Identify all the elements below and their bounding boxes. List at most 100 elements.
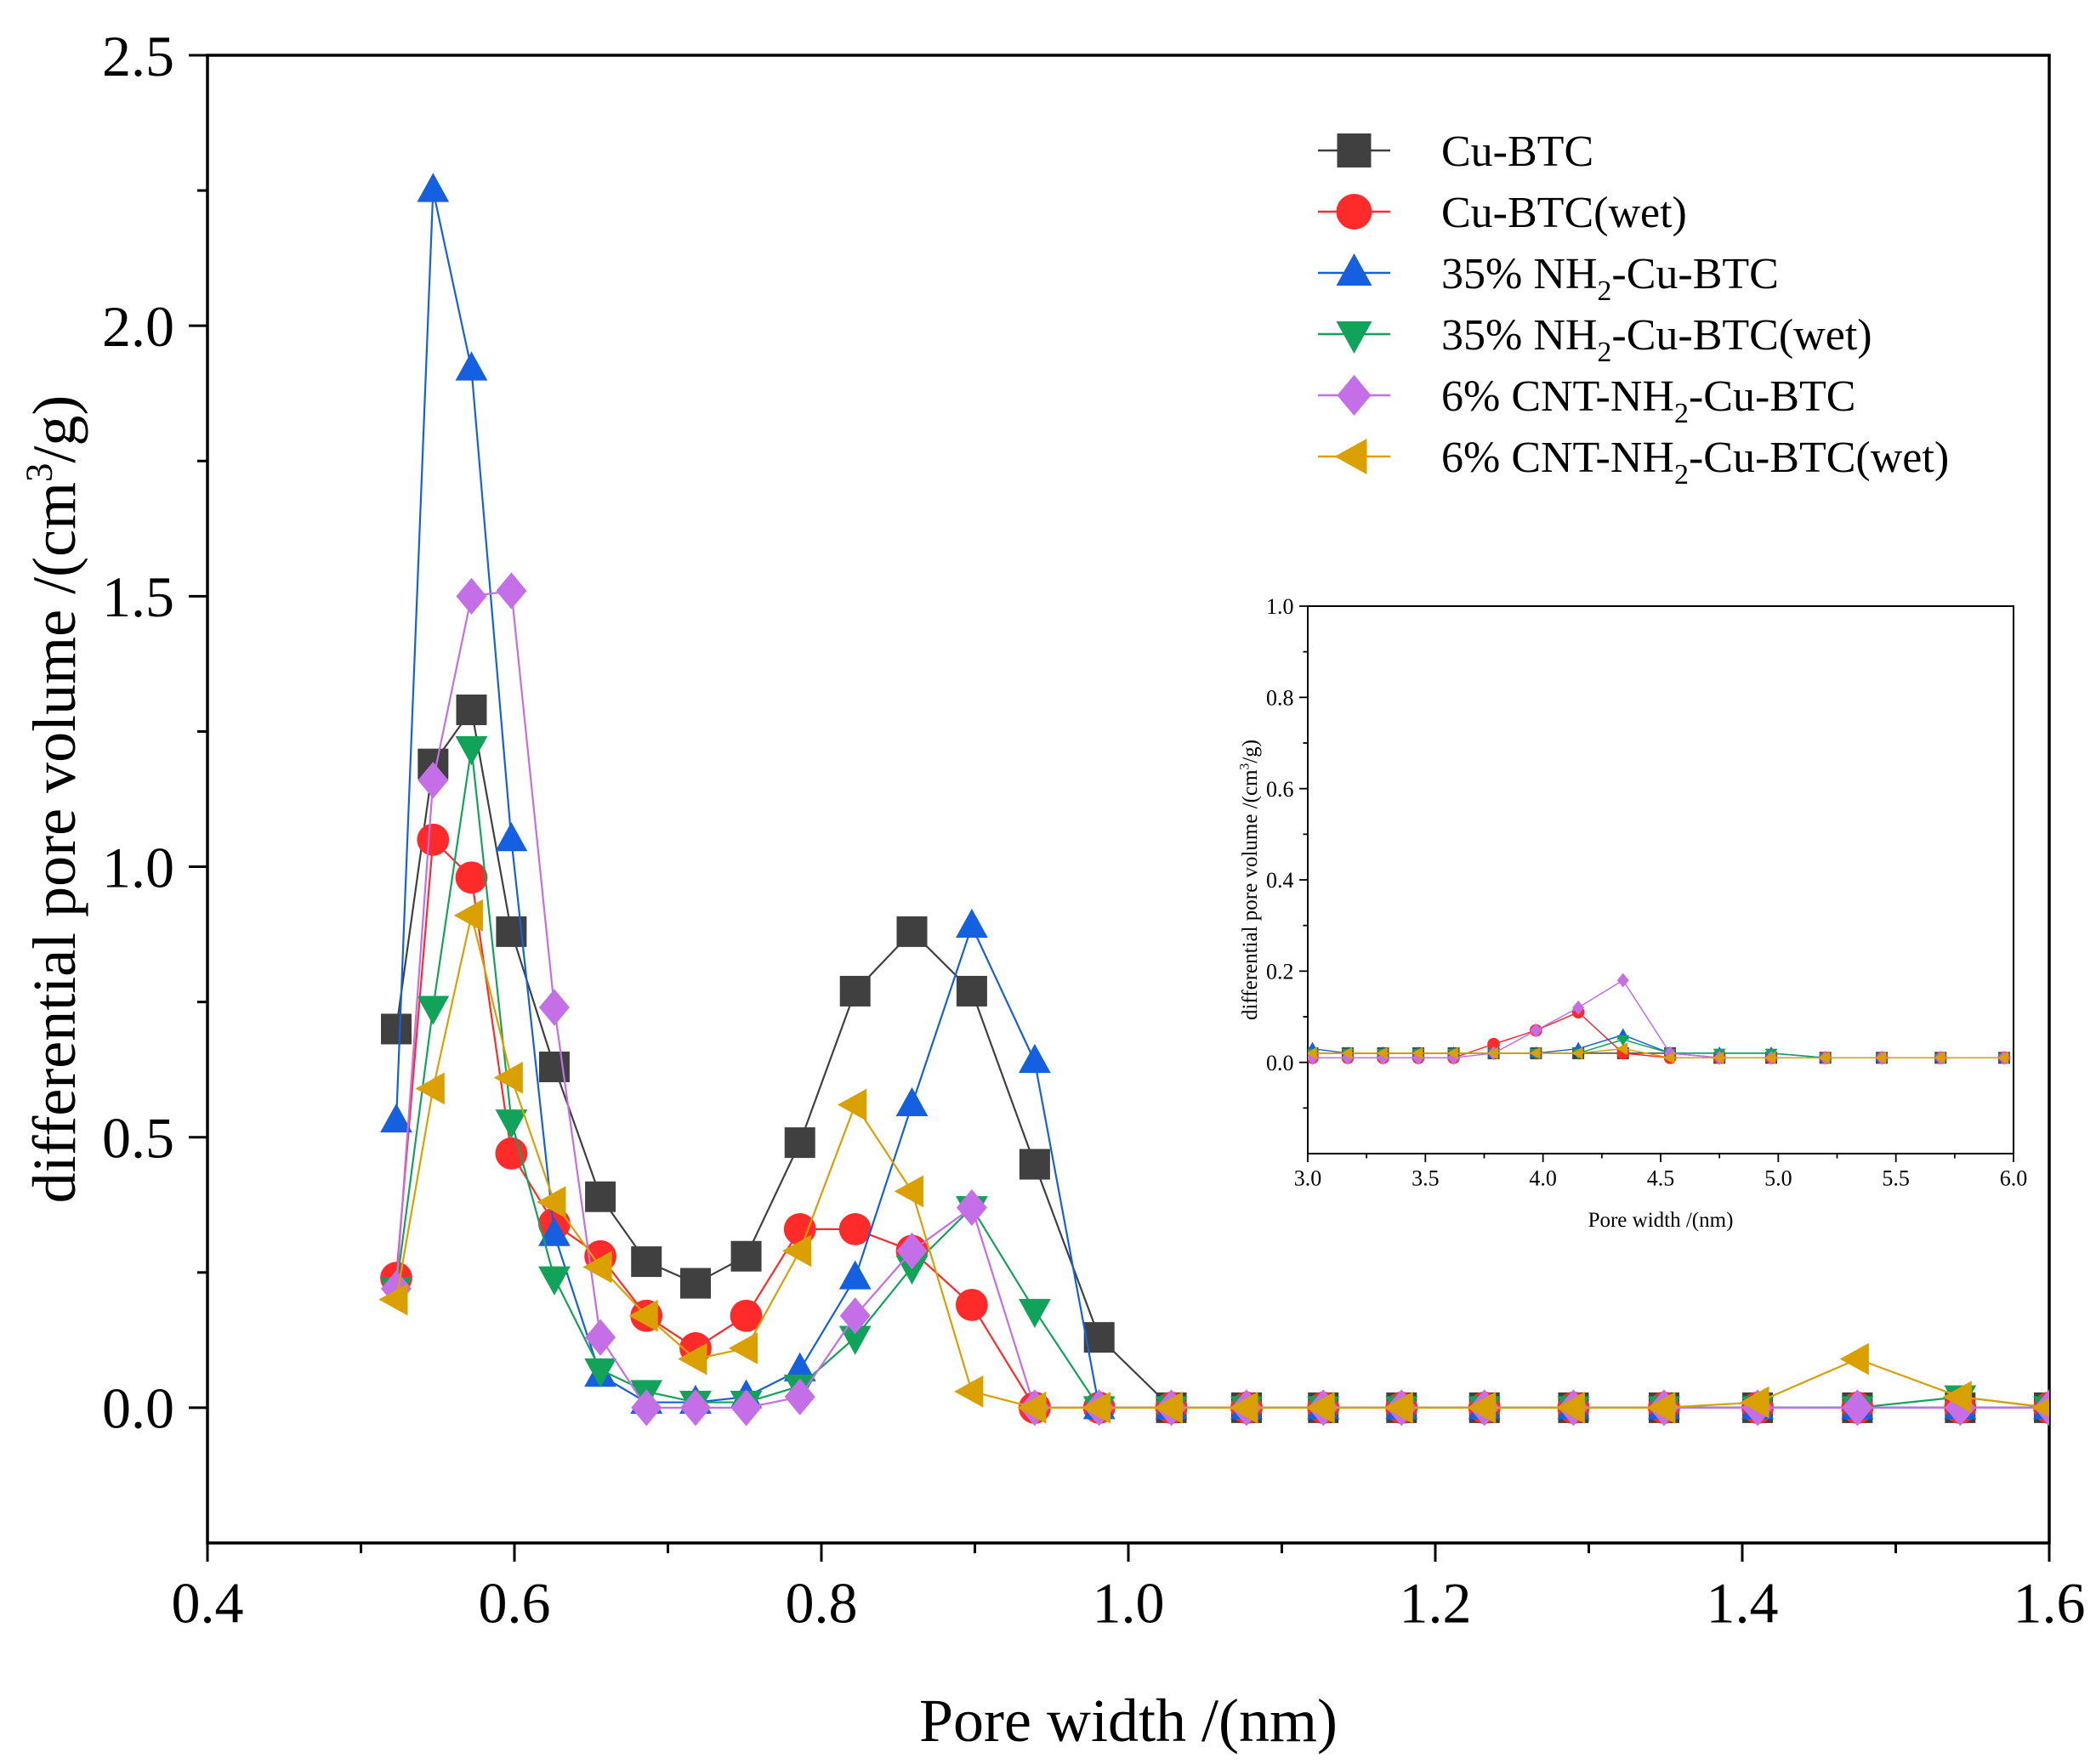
legend-marker-3 <box>1336 321 1372 354</box>
main-series-4-point <box>679 1389 711 1427</box>
main-x-tick-label: 0.8 <box>786 1570 858 1635</box>
main-series-0-point <box>1019 1149 1050 1180</box>
inset-y-tick-label: 0.8 <box>1266 685 1294 710</box>
main-y-tick-label: 2.5 <box>102 24 174 88</box>
inset-series-5-point <box>1713 1051 1724 1064</box>
main-series-5-point <box>1017 1392 1047 1424</box>
main-x-tick-label: 0.4 <box>172 1570 244 1635</box>
main-series-4-point <box>1842 1389 1873 1427</box>
inset-series-4-point <box>1572 1000 1585 1015</box>
main-series-4-point <box>784 1378 815 1415</box>
main-series-2-point <box>1018 1043 1051 1074</box>
main-series-0-point <box>585 1181 616 1212</box>
main-series-3-point <box>838 1325 872 1355</box>
main-series-2-point <box>380 1103 412 1133</box>
legend-marker-1 <box>1336 194 1372 230</box>
main-series-2-point <box>895 1086 929 1117</box>
legend-label-sub: 2 <box>1674 459 1689 491</box>
main-series-5-point <box>1153 1392 1184 1424</box>
main-x-tick-label: 1.2 <box>1400 1570 1472 1635</box>
main-x-tick-label: 0.6 <box>479 1570 551 1635</box>
main-series-5-point <box>1467 1392 1497 1424</box>
main-series-0-point <box>456 695 487 725</box>
main-series-5-point <box>782 1234 812 1268</box>
inset-y-axis-label-tail: /g) <box>1239 740 1262 763</box>
main-series-5-point <box>1305 1392 1335 1424</box>
legend-label-post: -Cu-BTC <box>1611 250 1778 298</box>
main-x-tick-label: 1.4 <box>1707 1570 1779 1635</box>
main-series-4-point <box>585 1319 616 1356</box>
main-series-0-point <box>956 975 987 1007</box>
legend-label-post: -Cu-BTC(wet) <box>1611 311 1872 360</box>
main-series-2-point <box>455 351 488 381</box>
main-series-4-point <box>730 1389 762 1427</box>
main-series-5-point <box>537 1186 566 1218</box>
main-series-5-point <box>678 1342 707 1375</box>
main-series-0-point <box>1083 1322 1115 1353</box>
inset-series-5-point <box>1486 1046 1498 1060</box>
inset-data-area <box>1308 973 2011 1065</box>
main-series-0-point <box>896 916 928 947</box>
legend-label-3: 35% NH2-Cu-BTC(wet) <box>1441 311 1872 368</box>
legend-label-sub: 2 <box>1597 337 1611 368</box>
main-series-2-point <box>538 1217 571 1246</box>
inset-series-5-point <box>1571 1046 1583 1060</box>
legend-label-5: 6% CNT-NH2-Cu-BTC(wet) <box>1441 434 1949 491</box>
legend-marker-2 <box>1336 253 1372 286</box>
inset-series-line-5 <box>1312 1047 2004 1059</box>
inset-series-1-point <box>1487 1037 1500 1051</box>
main-x-axis-label: Pore width /(nm) <box>919 1687 1338 1755</box>
inset-y-tick-label: 0.4 <box>1266 868 1294 893</box>
main-series-4-point <box>538 989 570 1026</box>
main-series-1-point <box>955 1289 988 1321</box>
main-series-5-point <box>378 1283 408 1316</box>
main-series-4-point <box>417 762 449 799</box>
legend-label-4: 6% CNT-NH2-Cu-BTC <box>1441 372 1855 429</box>
legend-label-0: Cu-BTC <box>1441 128 1593 176</box>
main-y-axis-label-sup: 3 <box>18 463 60 482</box>
main-series-2-point <box>417 173 450 202</box>
main-series-5-point <box>728 1332 758 1364</box>
inset-y-tick-label: 0.2 <box>1266 959 1294 984</box>
main-series-5-point <box>894 1175 923 1208</box>
inset-y-axis-label: differential pore volume /(cm3/g) <box>1238 740 1263 1020</box>
inset-series-5-point <box>1340 1046 1353 1060</box>
main-y-tick-label: 1.5 <box>102 564 174 629</box>
inset-y-tick-label: 0.0 <box>1266 1051 1294 1075</box>
inset-series-5-point <box>1764 1051 1776 1064</box>
legend-label-pre: 35% NH <box>1441 250 1597 298</box>
main-series-3-point <box>895 1255 929 1285</box>
main-series-5-point <box>1229 1392 1258 1424</box>
inset-series-5-point <box>1875 1051 1887 1064</box>
main-series-5-point <box>1740 1386 1769 1419</box>
inset-series-3-point <box>1616 1035 1630 1046</box>
main-series-1-point <box>838 1213 872 1245</box>
main-series-4-point <box>456 577 487 615</box>
main-y-tick-label: 2.0 <box>102 294 174 359</box>
main-series-5-point <box>582 1251 612 1284</box>
main-series-2-point <box>783 1352 816 1381</box>
main-series-4-point <box>631 1389 662 1427</box>
main-series-5-point <box>954 1375 984 1408</box>
inset-series-4-point <box>1616 973 1629 988</box>
main-series-0-point <box>381 1013 412 1045</box>
main-series-5-point <box>453 899 483 932</box>
inset-series-5-point <box>1529 1046 1541 1060</box>
inset-series-5-point <box>1997 1051 2009 1064</box>
main-series-5-point <box>838 1088 867 1121</box>
main-series-0-point <box>631 1246 662 1278</box>
main-series-5-point <box>1942 1381 1972 1414</box>
main-data-area <box>378 173 2049 1427</box>
main-series-0-point <box>784 1127 815 1159</box>
inset-y-tick-label: 1.0 <box>1266 594 1294 619</box>
inset-series-4-point <box>1530 1023 1542 1038</box>
main-series-3-point <box>495 1109 528 1139</box>
main-series-3-point <box>538 1266 571 1296</box>
inset-x-tick-label: 3.5 <box>1412 1166 1440 1190</box>
inset-series-5-point <box>1308 1046 1317 1060</box>
inset-plot-frame <box>1307 605 2014 1154</box>
main-x-tick-label: 1.0 <box>1093 1570 1165 1635</box>
legend-marker-4 <box>1337 375 1372 416</box>
main-plot: 0.4 0.6 0.8 1.0 1.2 1.4 1.6 0.0 0.5 1.0 1.5 2.0 2.5 P… <box>18 24 2086 1755</box>
